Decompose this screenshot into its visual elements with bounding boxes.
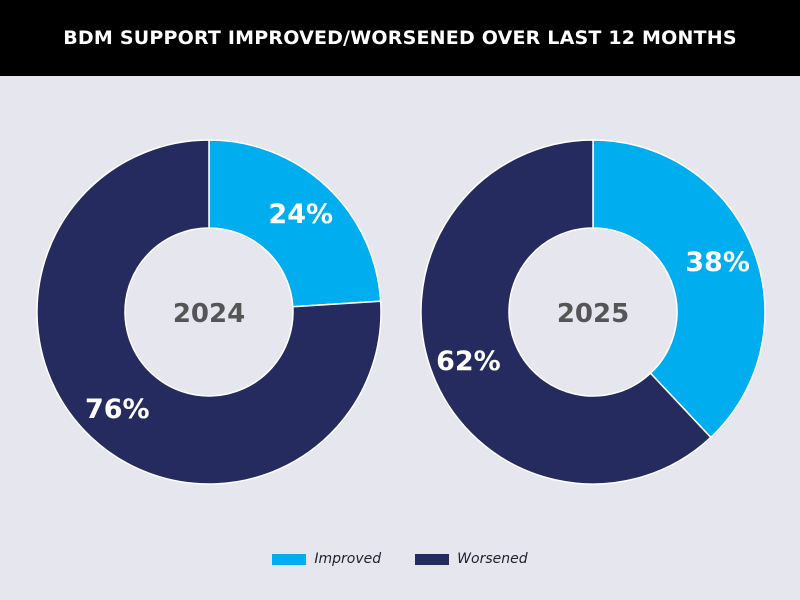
title-bar: BDM SUPPORT IMPROVED/WORSENED OVER LAST … [0,0,800,76]
slice-worsened-2024 [36,139,382,485]
legend-swatch-worsened [415,553,450,565]
legend-label-worsened: Worsened [457,551,528,567]
slice-worsened-2025 [420,139,712,485]
data-label-worsened-2024: 76% [85,394,150,425]
donut-chart-2024: 24% 76% 2024 [36,139,382,485]
slice-improved-2025 [592,139,766,439]
center-label-2024: 2024 [173,299,245,329]
chart-title: BDM SUPPORT IMPROVED/WORSENED OVER LAST … [63,27,737,49]
donut-chart-2025: 38% 62% 2025 [420,139,766,485]
legend-swatch-improved [272,553,307,565]
slice-improved-2024 [208,139,382,308]
center-label-2025: 2025 [557,299,629,329]
legend-item-improved: Improved [272,551,381,567]
legend-item-worsened: Worsened [415,551,528,567]
data-label-improved-2024: 24% [268,199,333,230]
data-label-worsened-2025: 62% [436,346,501,377]
legend: Improved Worsened [0,548,800,570]
data-label-improved-2025: 38% [685,247,750,278]
legend-label-improved: Improved [314,551,382,567]
